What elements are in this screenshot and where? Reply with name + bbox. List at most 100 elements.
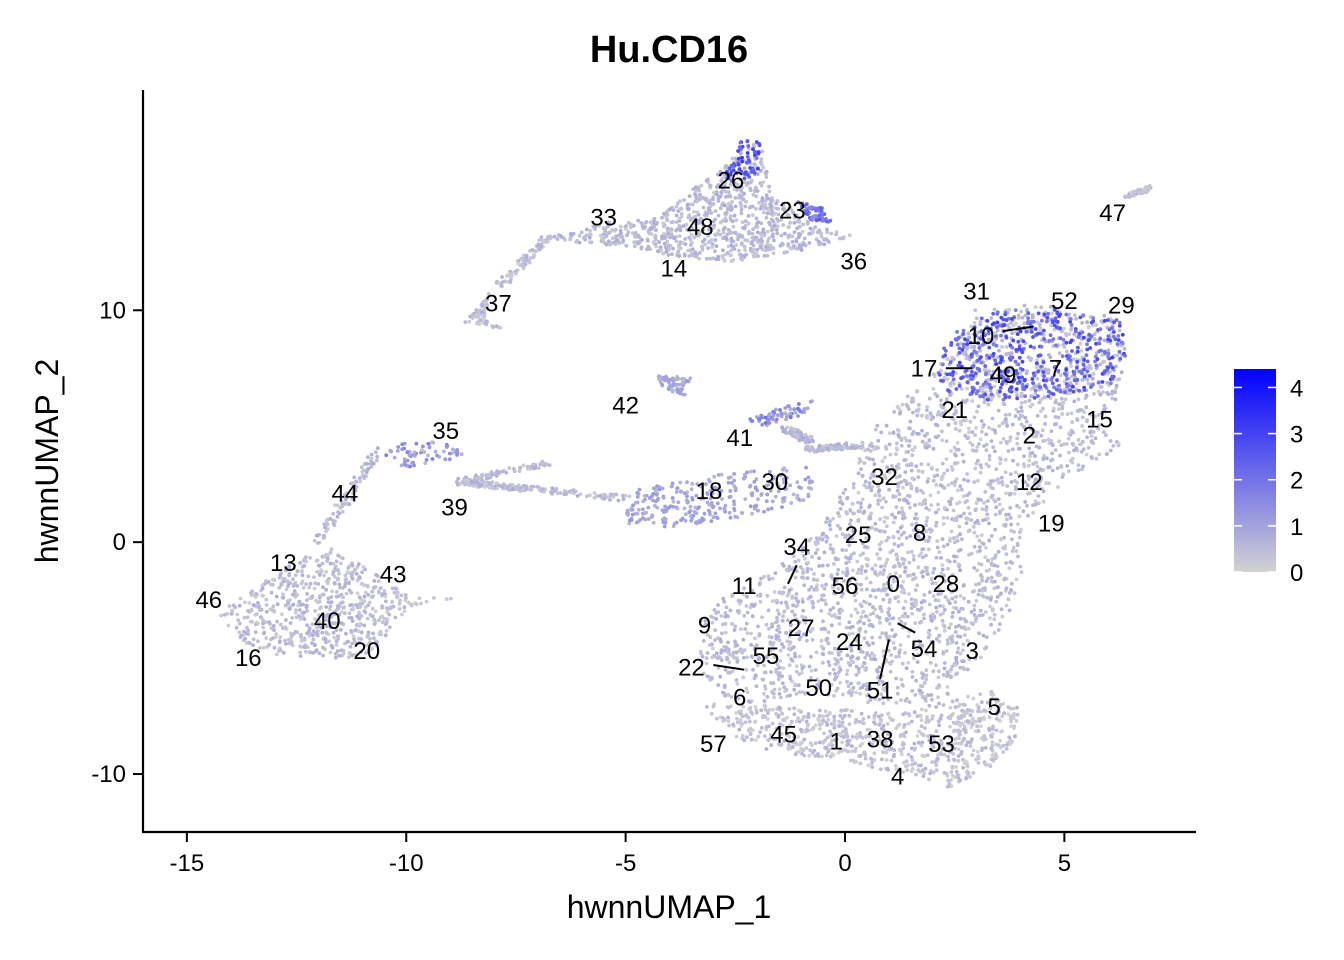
cell-point	[834, 534, 839, 538]
cell-point	[301, 564, 305, 569]
cell-point	[862, 510, 867, 514]
cell-point	[419, 601, 423, 606]
cell-point	[639, 245, 644, 250]
cell-point	[742, 648, 747, 653]
cell-point	[948, 705, 953, 710]
cell-point	[359, 614, 364, 618]
cell-point	[825, 516, 830, 521]
cell-point	[1005, 484, 1010, 488]
cell-point	[402, 605, 407, 610]
cell-point	[1037, 385, 1042, 389]
cell-point	[774, 634, 779, 639]
cell-point	[776, 677, 781, 682]
cell-point	[1007, 512, 1011, 517]
cell-point	[1004, 603, 1009, 608]
cell-point	[905, 394, 910, 399]
cell-point	[1049, 438, 1053, 443]
cell-point	[803, 557, 807, 561]
cell-point	[1003, 524, 1008, 528]
cell-point	[886, 575, 891, 580]
cell-point	[921, 569, 925, 574]
cell-point	[705, 705, 709, 709]
cell-point	[896, 428, 900, 432]
cell-point	[859, 505, 863, 510]
cell-point	[330, 645, 335, 650]
cell-point	[948, 724, 952, 729]
cell-point	[788, 623, 793, 628]
cell-point	[879, 564, 883, 569]
cell-point	[824, 753, 829, 758]
cell-point	[726, 614, 730, 619]
cell-point	[902, 530, 906, 535]
cell-point	[1000, 338, 1004, 343]
cell-point	[1080, 378, 1085, 382]
cell-point	[928, 530, 933, 534]
cell-point	[934, 483, 939, 487]
cell-point	[824, 534, 829, 539]
cell-point	[1041, 370, 1046, 374]
cell-point	[723, 621, 728, 626]
cell-point	[957, 524, 962, 529]
cell-point	[247, 601, 252, 605]
cell-point	[1050, 311, 1054, 316]
cell-point	[1078, 341, 1083, 346]
cell-point	[912, 741, 917, 746]
cell-point	[954, 387, 959, 391]
cell-point	[1057, 383, 1061, 388]
cell-point	[1071, 430, 1075, 435]
cell-point	[764, 175, 769, 180]
cell-point	[302, 610, 306, 615]
cell-point	[1023, 394, 1027, 399]
cell-point	[261, 645, 266, 650]
cell-point	[911, 399, 916, 404]
cell-point	[920, 753, 925, 758]
cell-point	[935, 539, 940, 543]
cell-point	[287, 607, 292, 611]
cell-point	[790, 239, 795, 244]
cell-point	[234, 625, 239, 630]
cell-point	[329, 600, 334, 605]
cell-point	[972, 566, 977, 570]
cell-point	[1017, 473, 1021, 477]
cell-point	[803, 620, 808, 625]
cell-point	[1078, 407, 1083, 412]
cell-point	[327, 639, 331, 644]
cell-point	[868, 503, 872, 508]
cell-point	[740, 650, 745, 655]
cell-point	[632, 240, 637, 245]
cell-point	[998, 323, 1002, 328]
cell-point	[925, 479, 930, 484]
cell-point	[851, 568, 855, 573]
cell-point	[924, 523, 928, 527]
cell-point	[914, 772, 918, 777]
cell-point	[298, 650, 302, 655]
cell-point	[961, 328, 966, 333]
cell-point	[911, 554, 916, 558]
cell-point	[979, 700, 984, 705]
cell-point	[949, 581, 953, 586]
cell-point	[877, 678, 882, 683]
cell-point	[924, 677, 929, 682]
cell-point	[820, 593, 824, 598]
cell-point	[961, 459, 966, 464]
cell-point	[320, 561, 325, 566]
cell-point	[749, 631, 753, 636]
cell-point	[827, 671, 832, 676]
cell-point	[880, 680, 885, 684]
cell-point	[302, 645, 307, 650]
cell-point	[911, 528, 916, 533]
cell-point	[790, 609, 795, 614]
cell-point	[744, 713, 748, 718]
cell-point	[990, 563, 994, 567]
cell-point	[721, 719, 726, 723]
cell-point	[1003, 312, 1008, 317]
cell-point	[965, 638, 970, 643]
cell-point	[798, 565, 803, 569]
cell-point	[850, 631, 855, 636]
cell-point	[1024, 329, 1029, 334]
cell-point	[761, 715, 765, 720]
cell-point	[708, 635, 713, 640]
cell-point	[809, 585, 814, 589]
cell-point	[1033, 388, 1038, 393]
cell-point	[267, 642, 272, 647]
